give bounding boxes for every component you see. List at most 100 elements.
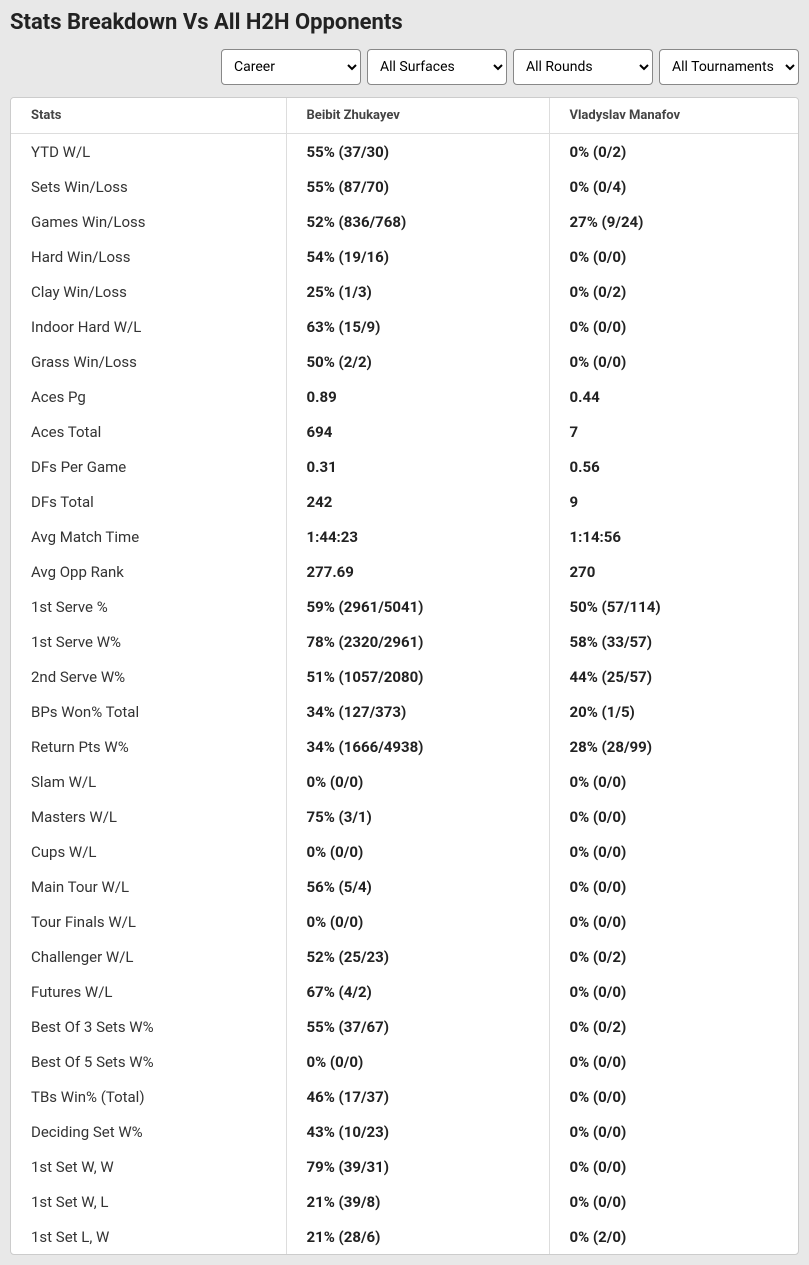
stat-label: 1st Set W, L <box>11 1184 286 1219</box>
stat-label: Avg Opp Rank <box>11 554 286 589</box>
player-1-value: 34% (1666/4938) <box>286 729 549 764</box>
player-1-value: 1:44:23 <box>286 519 549 554</box>
player-1-value: 52% (836/768) <box>286 204 549 239</box>
table-row: BPs Won% Total34% (127/373)20% (1/5) <box>11 694 798 729</box>
player-2-value: 0% (0/2) <box>549 939 798 974</box>
table-row: 1st Set W, L21% (39/8)0% (0/0) <box>11 1184 798 1219</box>
table-row: TBs Win% (Total)46% (17/37)0% (0/0) <box>11 1079 798 1114</box>
stats-table: Stats Beibit Zhukayev Vladyslav Manafov … <box>11 98 798 1254</box>
player-2-value: 0.56 <box>549 449 798 484</box>
stat-label: Hard Win/Loss <box>11 239 286 274</box>
table-row: Cups W/L0% (0/0)0% (0/0) <box>11 834 798 869</box>
table-row: Aces Pg0.890.44 <box>11 379 798 414</box>
player-2-value: 0.44 <box>549 379 798 414</box>
player-2-value: 0% (0/0) <box>549 1114 798 1149</box>
player-2-value: 44% (25/57) <box>549 659 798 694</box>
stat-label: Games Win/Loss <box>11 204 286 239</box>
player-1-value: 55% (87/70) <box>286 169 549 204</box>
player-1-value: 0% (0/0) <box>286 764 549 799</box>
player-2-value: 50% (57/114) <box>549 589 798 624</box>
player-1-value: 694 <box>286 414 549 449</box>
player-2-value: 270 <box>549 554 798 589</box>
table-row: Clay Win/Loss25% (1/3)0% (0/2) <box>11 274 798 309</box>
stat-label: 1st Set L, W <box>11 1219 286 1254</box>
stat-label: YTD W/L <box>11 134 286 170</box>
player-1-value: 79% (39/31) <box>286 1149 549 1184</box>
stat-label: Cups W/L <box>11 834 286 869</box>
table-row: 2nd Serve W%51% (1057/2080)44% (25/57) <box>11 659 798 694</box>
stat-label: DFs Total <box>11 484 286 519</box>
table-row: Challenger W/L52% (25/23)0% (0/2) <box>11 939 798 974</box>
stat-label: Clay Win/Loss <box>11 274 286 309</box>
stat-label: TBs Win% (Total) <box>11 1079 286 1114</box>
table-row: 1st Serve %59% (2961/5041)50% (57/114) <box>11 589 798 624</box>
player-2-value: 0% (0/0) <box>549 869 798 904</box>
stat-label: Best Of 5 Sets W% <box>11 1044 286 1079</box>
player-1-value: 46% (17/37) <box>286 1079 549 1114</box>
player-1-value: 0% (0/0) <box>286 904 549 939</box>
player-1-value: 43% (10/23) <box>286 1114 549 1149</box>
stat-label: Main Tour W/L <box>11 869 286 904</box>
player-1-value: 50% (2/2) <box>286 344 549 379</box>
stat-label: BPs Won% Total <box>11 694 286 729</box>
player-1-value: 0.31 <box>286 449 549 484</box>
stat-label: Sets Win/Loss <box>11 169 286 204</box>
period-select[interactable]: Career <box>221 49 361 85</box>
player-1-value: 52% (25/23) <box>286 939 549 974</box>
stat-label: Slam W/L <box>11 764 286 799</box>
page-title: Stats Breakdown Vs All H2H Opponents <box>10 10 799 35</box>
table-row: 1st Serve W%78% (2320/2961)58% (33/57) <box>11 624 798 659</box>
header-stats: Stats <box>11 98 286 134</box>
stat-label: 1st Serve W% <box>11 624 286 659</box>
stat-label: 1st Set W, W <box>11 1149 286 1184</box>
stat-label: Aces Total <box>11 414 286 449</box>
stat-label: Aces Pg <box>11 379 286 414</box>
player-1-value: 0% (0/0) <box>286 1044 549 1079</box>
player-1-value: 67% (4/2) <box>286 974 549 1009</box>
table-row: DFs Per Game0.310.56 <box>11 449 798 484</box>
stat-label: DFs Per Game <box>11 449 286 484</box>
player-2-value: 0% (0/0) <box>549 764 798 799</box>
player-2-value: 0% (0/4) <box>549 169 798 204</box>
player-1-value: 21% (28/6) <box>286 1219 549 1254</box>
stat-label: Masters W/L <box>11 799 286 834</box>
table-row: Best Of 3 Sets W%55% (37/67)0% (0/2) <box>11 1009 798 1044</box>
table-row: Best Of 5 Sets W%0% (0/0)0% (0/0) <box>11 1044 798 1079</box>
surface-select[interactable]: All Surfaces <box>367 49 507 85</box>
player-1-value: 75% (3/1) <box>286 799 549 834</box>
player-1-value: 242 <box>286 484 549 519</box>
stats-table-container: Stats Beibit Zhukayev Vladyslav Manafov … <box>10 97 799 1255</box>
player-2-value: 0% (0/2) <box>549 134 798 170</box>
player-1-value: 55% (37/67) <box>286 1009 549 1044</box>
table-row: Deciding Set W%43% (10/23)0% (0/0) <box>11 1114 798 1149</box>
round-select[interactable]: All Rounds <box>513 49 653 85</box>
filter-bar: Career All Surfaces All Rounds All Tourn… <box>10 49 799 85</box>
tournament-select[interactable]: All Tournaments <box>659 49 799 85</box>
player-2-value: 0% (0/0) <box>549 239 798 274</box>
table-row: Sets Win/Loss55% (87/70)0% (0/4) <box>11 169 798 204</box>
stat-label: 2nd Serve W% <box>11 659 286 694</box>
stat-label: Tour Finals W/L <box>11 904 286 939</box>
player-1-value: 55% (37/30) <box>286 134 549 170</box>
table-row: Futures W/L67% (4/2)0% (0/0) <box>11 974 798 1009</box>
table-row: Grass Win/Loss50% (2/2)0% (0/0) <box>11 344 798 379</box>
table-row: Aces Total6947 <box>11 414 798 449</box>
player-1-value: 277.69 <box>286 554 549 589</box>
table-row: Avg Opp Rank277.69270 <box>11 554 798 589</box>
table-row: Masters W/L75% (3/1)0% (0/0) <box>11 799 798 834</box>
player-1-value: 21% (39/8) <box>286 1184 549 1219</box>
player-1-value: 54% (19/16) <box>286 239 549 274</box>
stat-label: Indoor Hard W/L <box>11 309 286 344</box>
player-1-value: 0.89 <box>286 379 549 414</box>
player-1-value: 0% (0/0) <box>286 834 549 869</box>
table-row: Return Pts W%34% (1666/4938)28% (28/99) <box>11 729 798 764</box>
player-2-value: 0% (0/0) <box>549 344 798 379</box>
stat-label: 1st Serve % <box>11 589 286 624</box>
stat-label: Challenger W/L <box>11 939 286 974</box>
player-2-value: 20% (1/5) <box>549 694 798 729</box>
table-row: 1st Set L, W21% (28/6)0% (2/0) <box>11 1219 798 1254</box>
player-2-value: 0% (0/0) <box>549 1079 798 1114</box>
player-2-value: 0% (0/0) <box>549 309 798 344</box>
player-2-value: 27% (9/24) <box>549 204 798 239</box>
player-2-value: 0% (0/0) <box>549 904 798 939</box>
